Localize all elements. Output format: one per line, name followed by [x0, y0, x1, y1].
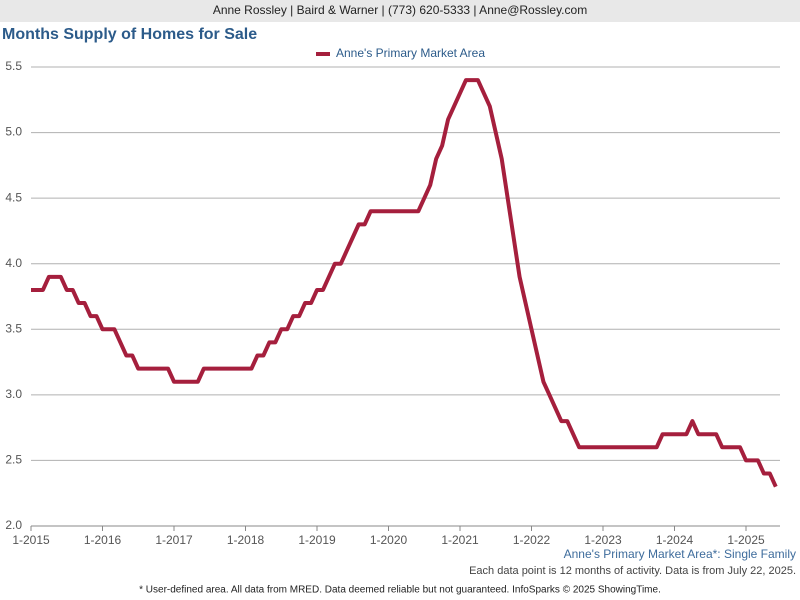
x-tick-label: 1-2023	[584, 533, 622, 547]
note: Each data point is 12 months of activity…	[469, 565, 796, 577]
y-tick-label: 2.5	[5, 453, 22, 467]
x-tick-label: 1-2022	[513, 533, 551, 547]
y-tick-label: 3.5	[5, 321, 22, 335]
note: Anne's Primary Market Area*: Single Fami…	[564, 547, 796, 561]
x-tick-label: 1-2017	[155, 533, 193, 547]
header-bar	[0, 0, 800, 22]
y-tick-label: 3.0	[5, 387, 22, 401]
x-tick-label: 1-2019	[298, 533, 336, 547]
header: Anne Rossley | Baird & Warner | (773) 62…	[213, 3, 587, 17]
chart-title: Months Supply of Homes for Sale	[2, 26, 257, 43]
y-tick-label: 5.0	[5, 125, 22, 139]
x-tick-label: 1-2025	[727, 533, 765, 547]
footer: * User-defined area. All data from MRED.…	[139, 585, 661, 596]
x-tick-label: 1-2020	[370, 533, 408, 547]
x-tick-label: 1-2024	[656, 533, 694, 547]
data-line	[31, 78, 778, 488]
x-tick-label: 1-2021	[441, 533, 479, 547]
y-tick-label: 5.5	[5, 59, 22, 73]
x-tick-label: 1-2018	[227, 533, 265, 547]
y-tick-label: 4.5	[5, 190, 22, 204]
legend-label: Anne's Primary Market Area	[336, 46, 485, 60]
y-tick-label: 2.0	[5, 518, 22, 532]
y-tick-label: 4.0	[5, 256, 22, 270]
x-tick-label: 1-2015	[12, 533, 50, 547]
x-tick-label: 1-2016	[84, 533, 122, 547]
